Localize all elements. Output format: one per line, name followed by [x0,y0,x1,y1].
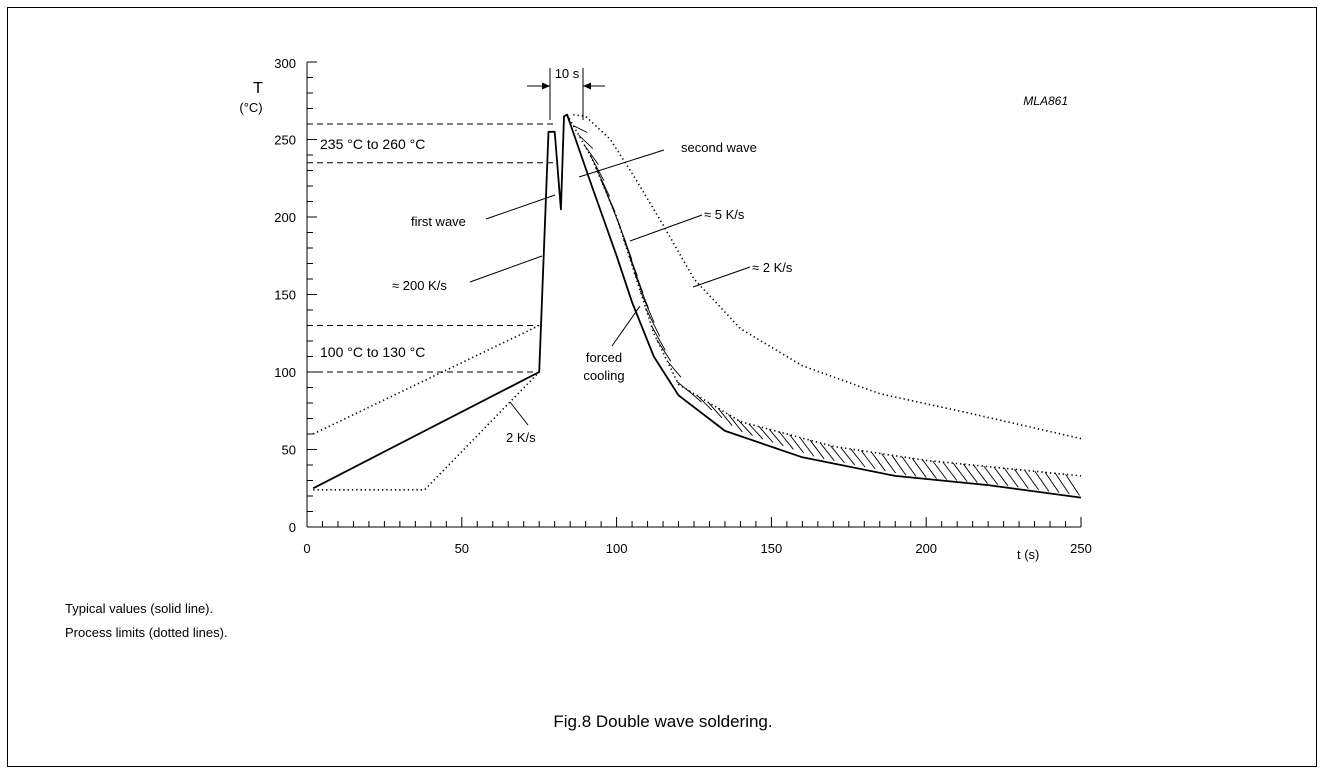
hatch-line [1034,470,1050,492]
hatch-line [666,360,682,378]
reference-lines [307,123,555,373]
hatch-line [707,401,723,419]
hatch-line [871,451,886,472]
hatch-line [1003,467,1019,488]
hatch-line [1044,472,1060,494]
y-tick-label: 150 [274,288,296,303]
hatch-line [768,428,784,447]
hatch-line [942,461,958,481]
hatch-line [799,437,815,457]
chart-series [312,113,1082,499]
duration-label: 10 s [555,66,580,81]
figure-frame [7,7,1317,767]
rate-2-cool-label: ≈ 2 K/s [752,260,793,275]
hatch-line [840,447,856,466]
range-high-label: 235 °C to 260 °C [320,136,425,152]
y-tick-label: 100 [274,365,296,380]
rate-5-label: ≈ 5 K/s [704,207,745,222]
hatch-line [758,426,774,443]
process-limit-line [573,113,1082,440]
hatch-line [1014,468,1029,489]
hatch-line [697,395,713,411]
x-tick-label: 200 [915,541,937,556]
hatch-line [922,459,937,479]
hatch-line [573,125,588,133]
rate-2-heat-label: 2 K/s [506,430,536,445]
x-tick-label: 150 [761,541,783,556]
typical-profile-line [312,113,1082,499]
rate-2-cool-leader [692,266,751,288]
hatch-line [656,339,672,362]
hatch-line [628,255,644,294]
rate-200-leader [469,255,543,283]
y-tick-label: 300 [274,56,296,71]
soldering-chart: 0 50 100 150 200 250 0 50 100 150 200 250 300 T (°C… [239,56,1092,562]
first-wave-leader [485,194,556,220]
hatch-line [850,448,866,468]
process-limit-line [566,114,1082,477]
x-tick-label: 100 [606,541,628,556]
hatch-line [952,462,968,482]
note-typical-values: Typical values (solid line). [65,601,214,616]
y-axis-unit: (°C) [239,100,262,115]
figure-caption: Fig.8 Double wave soldering. [553,712,773,731]
chart-axes: 0 50 100 150 200 250 0 50 100 150 200 250 [274,61,1092,556]
arrowhead [583,82,591,90]
y-axis-label: T [253,80,263,97]
hatch-line [589,154,605,181]
y-tick-label: 250 [274,133,296,148]
note-process-limits: Process limits (dotted lines). [65,625,228,640]
range-low-label: 100 °C to 130 °C [320,344,425,360]
hatch-line [983,465,999,485]
first-wave-label: first wave [411,214,466,229]
hatch-line [645,307,661,337]
hatch-line [748,423,764,440]
forced-cooling-label-1: forced [586,350,622,365]
process-limit-line [312,324,540,435]
hatch-line [819,442,835,462]
second-wave-label: second wave [681,140,757,155]
hatch-line [911,457,927,478]
arrowhead [542,82,550,90]
hatch-line [973,464,988,484]
hatch-line [789,434,805,454]
hatch-line [578,134,594,149]
hatch-line [830,445,845,464]
rate-2-heat-leader [509,401,529,426]
hatch-line [881,453,896,474]
y-tick-label: 0 [289,520,296,535]
hatch-line [891,454,907,476]
hatch-line [901,456,917,477]
hatch-line [717,407,733,426]
forced-cooling-leader [611,305,641,347]
hatched-band [573,125,1080,496]
y-tick-label: 200 [274,210,296,225]
hatch-line [584,144,599,165]
hatch-line [860,450,876,470]
hatch-line [650,325,666,351]
hatch-line [738,420,753,436]
hatch-line [962,463,978,483]
second-wave-leader [578,149,665,178]
x-tick-label: 50 [455,541,469,556]
hatch-line [809,439,825,460]
annotation-leaders [469,68,751,426]
hatch-line [639,290,655,323]
x-axis-label: t (s) [1017,547,1039,562]
hatch-line [728,414,743,433]
hatch-line [1024,469,1040,491]
x-tick-label: 0 [303,541,310,556]
hatch-line [634,273,649,309]
hatch-line [932,460,948,480]
hatch-line [1065,474,1080,496]
hatch-line [993,466,1009,487]
x-tick-label: 250 [1070,541,1092,556]
rate-200-label: ≈ 200 K/s [392,278,447,293]
hatch-line [779,431,794,450]
forced-cooling-label-2: cooling [583,368,624,383]
rate-5-leader [629,214,703,242]
y-tick-label: 50 [282,443,296,458]
hatch-line [1054,473,1070,495]
figure-code: MLA861 [1023,94,1068,108]
